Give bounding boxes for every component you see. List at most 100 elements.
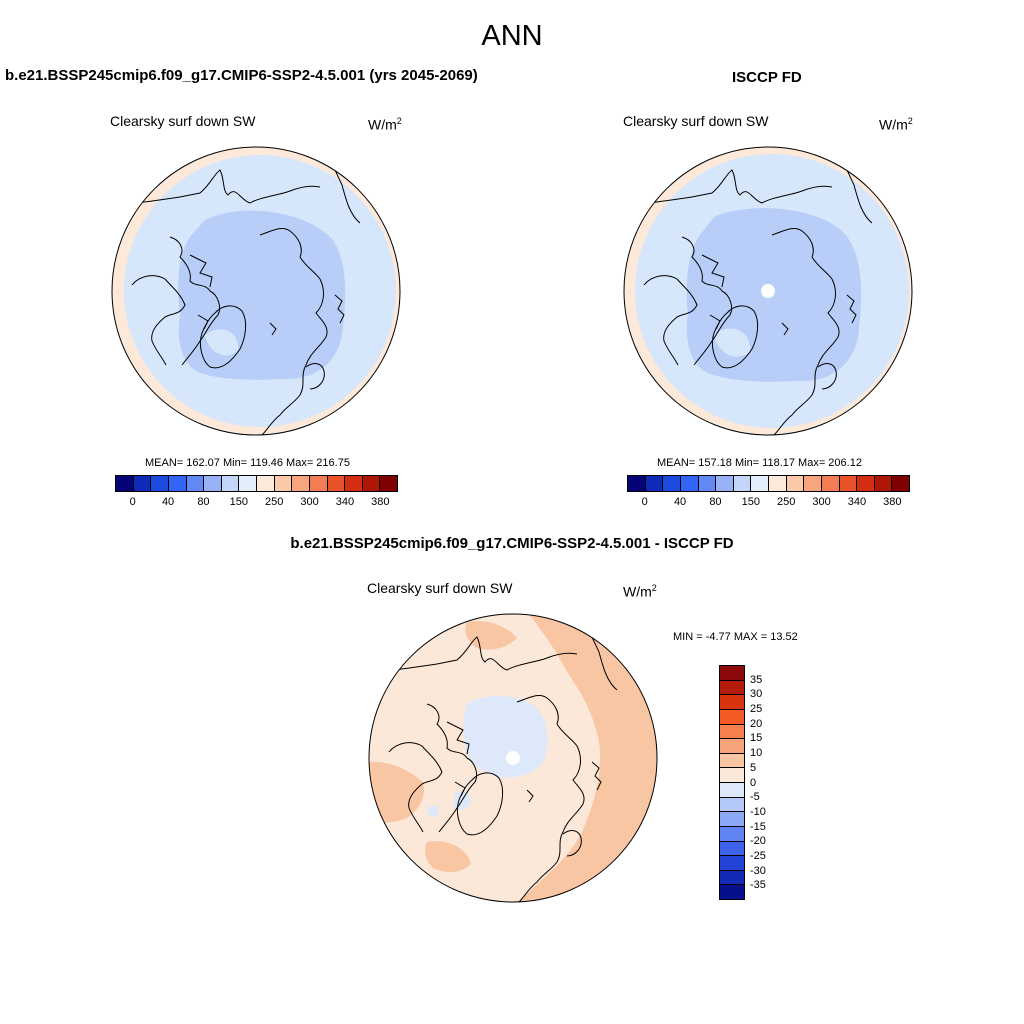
colorbar-box xyxy=(874,476,893,491)
colorbar-box xyxy=(168,476,187,491)
colorbar-box xyxy=(133,476,152,491)
colorbar-box xyxy=(786,476,805,491)
colorbar-tick-label: 25 xyxy=(750,703,763,716)
colorbar-tick-label: -25 xyxy=(750,849,766,862)
diff-units-label: W/m2 xyxy=(623,583,657,600)
colorbar-tick-label: 40 xyxy=(161,496,175,508)
diff-colorbar xyxy=(719,665,745,900)
diff-polar-map xyxy=(368,613,658,903)
colorbar-box xyxy=(892,476,909,491)
model-coastline-canada xyxy=(131,236,221,366)
colorbar-tick-label: 80 xyxy=(197,496,210,508)
model-colorbar-ticks: 0 40 80 150 250 300 340 380 xyxy=(115,496,398,510)
colorbar-box xyxy=(680,476,699,491)
model-colorbar xyxy=(115,475,398,492)
model-map-border xyxy=(111,146,401,436)
colorbar-tick-label: 300 xyxy=(300,496,319,508)
colorbar-box xyxy=(720,680,744,696)
obs-pole-hole xyxy=(761,284,775,298)
obs-coastline-eurasia xyxy=(771,228,857,435)
colorbar-tick-label: 250 xyxy=(265,496,284,508)
colorbar-tick-label: 380 xyxy=(883,496,902,508)
colorbar-box xyxy=(345,476,363,491)
model-units-label: W/m2 xyxy=(368,116,402,133)
obs-stats-text: MEAN= 157.18 Min= 118.17 Max= 206.12 xyxy=(657,457,862,469)
model-polar-map xyxy=(111,146,401,436)
model-variable-label: Clearsky surf down SW xyxy=(110,113,256,129)
colorbar-tick-label: 40 xyxy=(673,496,687,508)
model-stats-text: MEAN= 162.07 Min= 119.46 Max= 216.75 xyxy=(145,457,350,469)
colorbar-box xyxy=(720,812,744,827)
colorbar-box xyxy=(821,476,840,491)
diff-cool-region-arctic xyxy=(463,695,548,778)
obs-variable-label: Clearsky surf down SW xyxy=(623,113,769,129)
colorbar-tick-label: -5 xyxy=(750,791,760,804)
colorbar-tick-label: 0 xyxy=(129,496,136,508)
model-greenland-patch xyxy=(205,329,239,356)
obs-coastline-greenland xyxy=(711,305,759,369)
colorbar-box xyxy=(716,476,734,491)
colorbar-tick-label: 5 xyxy=(750,761,757,774)
colorbar-tick-label: 0 xyxy=(641,496,648,508)
figure-title: ANN xyxy=(481,20,543,52)
colorbar-box xyxy=(720,870,744,886)
colorbar-box xyxy=(720,695,744,710)
colorbar-box xyxy=(645,476,664,491)
colorbar-box xyxy=(380,476,397,491)
colorbar-box xyxy=(698,476,717,491)
colorbar-tick-label: -15 xyxy=(750,820,766,833)
model-case-title: b.e21.BSSP245cmip6.f09_g17.CMIP6-SSP2-4.… xyxy=(5,67,478,84)
diff-coastline-greenland xyxy=(456,772,504,836)
colorbar-box xyxy=(257,476,275,491)
colorbar-box xyxy=(239,476,257,491)
colorbar-box xyxy=(720,797,744,813)
colorbar-box xyxy=(720,753,744,769)
diff-case-title: b.e21.BSSP245cmip6.f09_g17.CMIP6-SSP2-4.… xyxy=(290,535,734,552)
colorbar-tick-label: 0 xyxy=(750,776,757,789)
colorbar-box xyxy=(720,885,744,899)
colorbar-box xyxy=(151,476,169,491)
obs-greenland-patch xyxy=(714,328,751,357)
colorbar-box xyxy=(720,826,744,842)
colorbar-box xyxy=(292,476,310,491)
colorbar-box xyxy=(720,856,744,871)
colorbar-tick-label: -10 xyxy=(750,805,766,818)
colorbar-tick-label: 10 xyxy=(750,747,763,760)
colorbar-box xyxy=(720,666,744,681)
colorbar-box xyxy=(327,476,346,491)
diff-coastline-canada xyxy=(388,703,478,833)
colorbar-tick-label: 15 xyxy=(750,732,763,745)
colorbar-box xyxy=(720,739,744,754)
colorbar-box xyxy=(720,783,744,798)
colorbar-box xyxy=(628,476,646,491)
colorbar-box xyxy=(720,709,744,725)
obs-polar-map xyxy=(623,146,913,436)
colorbar-tick-label: 340 xyxy=(335,496,355,508)
colorbar-tick-label: 30 xyxy=(750,688,763,701)
diff-coastline-eurasia xyxy=(516,695,602,902)
obs-units-label: W/m2 xyxy=(879,116,913,133)
colorbar-tick-label: 35 xyxy=(750,673,763,686)
colorbar-tick-label: 300 xyxy=(812,496,831,508)
colorbar-box xyxy=(857,476,875,491)
colorbar-box xyxy=(804,476,822,491)
model-coastline-greenland xyxy=(199,305,247,369)
diff-warm-region-south xyxy=(425,841,471,873)
colorbar-tick-label: 80 xyxy=(709,496,722,508)
colorbar-box xyxy=(116,476,134,491)
obs-map-border xyxy=(623,146,913,436)
diff-cool-region-scandinavia xyxy=(427,805,440,818)
obs-coastline-canada xyxy=(643,236,733,366)
diff-warm-region-east xyxy=(517,614,657,902)
colorbar-box xyxy=(221,476,240,491)
obs-case-title: ISCCP FD xyxy=(732,69,802,86)
colorbar-box xyxy=(186,476,205,491)
colorbar-box xyxy=(720,768,744,783)
colorbar-tick-label: 250 xyxy=(777,496,796,508)
colorbar-tick-label: 340 xyxy=(847,496,867,508)
colorbar-tick-label: 380 xyxy=(371,496,390,508)
colorbar-box xyxy=(839,476,858,491)
colorbar-box xyxy=(751,476,769,491)
colorbar-tick-label: -35 xyxy=(750,879,766,892)
colorbar-box xyxy=(720,841,744,857)
